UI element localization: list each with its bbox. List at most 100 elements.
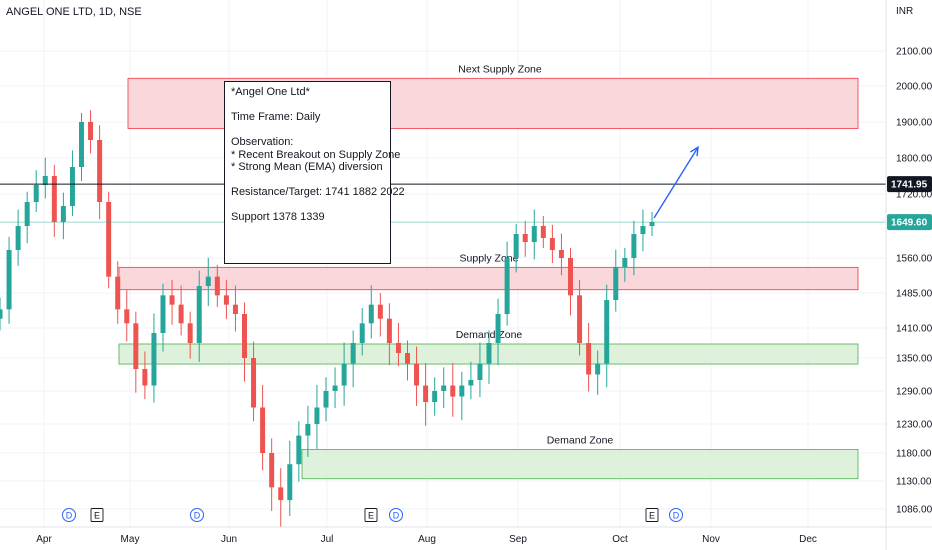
x-tick-label: Dec <box>799 534 817 545</box>
y-tick-label: 1290.00 <box>896 387 932 398</box>
x-tick-label: May <box>121 534 140 545</box>
earnings-marker-icon <box>364 508 378 522</box>
price-lines-layer: 1741.95 1649.60 <box>0 145 932 231</box>
candle-body <box>196 286 202 343</box>
last-price-label-bg <box>887 214 932 231</box>
candle-body <box>160 295 166 333</box>
y-tick-label: 1130.00 <box>896 477 932 488</box>
note-observation-1: * Recent Breakout on Supply Zone <box>231 148 401 161</box>
dividend-marker-label: D <box>673 511 680 521</box>
candle-body <box>631 234 637 258</box>
candle-body <box>69 167 75 206</box>
candle-body <box>133 323 139 369</box>
candle-body <box>350 343 356 364</box>
x-tick-label: Aug <box>418 534 436 545</box>
y-tick-label: 2000.00 <box>896 82 932 93</box>
candle-body <box>450 385 456 397</box>
price-line-label-bg <box>887 176 932 193</box>
candle-body <box>604 300 610 364</box>
y-tick-label: 2100.00 <box>896 47 932 58</box>
zone-label: Demand Zone <box>547 435 614 447</box>
earnings-marker-icon <box>90 508 104 522</box>
candle-body <box>586 343 592 375</box>
candle-body <box>613 267 619 300</box>
candle-body <box>260 407 266 453</box>
y-tick-label: 1086.00 <box>896 505 932 516</box>
earnings-marker-label: E <box>368 511 374 521</box>
candle-body <box>251 358 257 408</box>
candle-body <box>341 363 347 386</box>
candle-body <box>432 391 438 402</box>
candle-body <box>178 304 184 324</box>
dividend-marker-label: D <box>194 511 201 521</box>
candle-body <box>423 385 429 402</box>
candle-body <box>151 333 157 386</box>
symbol-title: ANGEL ONE LTD, 1D, NSE <box>6 6 142 18</box>
y-tick-label: 1180.00 <box>896 449 932 460</box>
candle-body <box>540 226 546 238</box>
candle-body <box>495 314 501 343</box>
candle-body <box>486 343 492 364</box>
candle-body <box>232 304 238 314</box>
note-observation-label: Observation: <box>231 136 294 148</box>
zone-rect <box>301 449 859 480</box>
candle-body <box>522 234 528 242</box>
note-observation-2: * Strong Mean (EMA) diversion <box>231 161 383 173</box>
candle-body <box>287 464 293 501</box>
projection-arrow-head <box>690 145 699 157</box>
candle-body <box>332 385 338 391</box>
candle-body <box>513 234 519 258</box>
zone-rect <box>118 266 859 291</box>
candle-body <box>568 258 573 296</box>
candle-body <box>214 276 220 296</box>
y-tick-label: 1410.00 <box>896 324 932 335</box>
candle-body <box>187 323 193 343</box>
candle-body <box>595 363 601 375</box>
candle-body <box>97 140 103 202</box>
dividend-marker-icon <box>190 508 204 522</box>
candle-body <box>106 202 112 277</box>
candle-body <box>395 343 401 353</box>
candle-body <box>477 363 483 380</box>
candle-body <box>15 226 21 250</box>
candle-body <box>405 353 410 364</box>
candle-body <box>468 380 474 386</box>
candle-body <box>296 435 302 465</box>
analysis-note[interactable]: *Angel One Ltd* Time Frame: Daily Observ… <box>224 81 405 264</box>
candle-body <box>42 176 48 185</box>
candle-body <box>142 369 148 386</box>
y-tick-label: 1350.00 <box>896 354 932 365</box>
dividend-marker-icon <box>389 508 403 522</box>
earnings-marker-icon <box>645 508 659 522</box>
y-tick-label: 1560.00 <box>896 254 932 265</box>
candle-body <box>169 295 175 305</box>
earnings-marker-label: E <box>649 511 655 521</box>
last-price-label: 1649.60 <box>891 218 928 229</box>
x-tick-label: Sep <box>509 534 527 545</box>
candle-body <box>359 323 365 343</box>
projection-arrow-line <box>653 146 699 219</box>
y-tick-label: 1800.00 <box>896 154 932 165</box>
dividend-marker-icon <box>669 508 683 522</box>
candle-body <box>368 304 374 324</box>
candle-body <box>205 276 211 286</box>
candle-body <box>441 385 447 391</box>
zone-label: Supply Zone <box>460 252 519 264</box>
candle-body <box>24 202 30 226</box>
x-tick-label: Oct <box>612 534 628 545</box>
candle-body <box>242 314 247 358</box>
candle-body <box>223 295 229 305</box>
x-tick-label: Nov <box>702 534 720 545</box>
candle-body <box>0 309 3 319</box>
candle-body <box>124 309 130 324</box>
note-resistance: Resistance/Target: 1741 1882 2022 <box>231 186 405 198</box>
candle-body <box>6 250 12 310</box>
y-tick-label: 1720.00 <box>896 190 932 201</box>
candle-body <box>51 176 57 222</box>
candle-body <box>88 122 94 140</box>
candle-body <box>314 407 320 424</box>
dividend-marker-label: D <box>66 511 73 521</box>
